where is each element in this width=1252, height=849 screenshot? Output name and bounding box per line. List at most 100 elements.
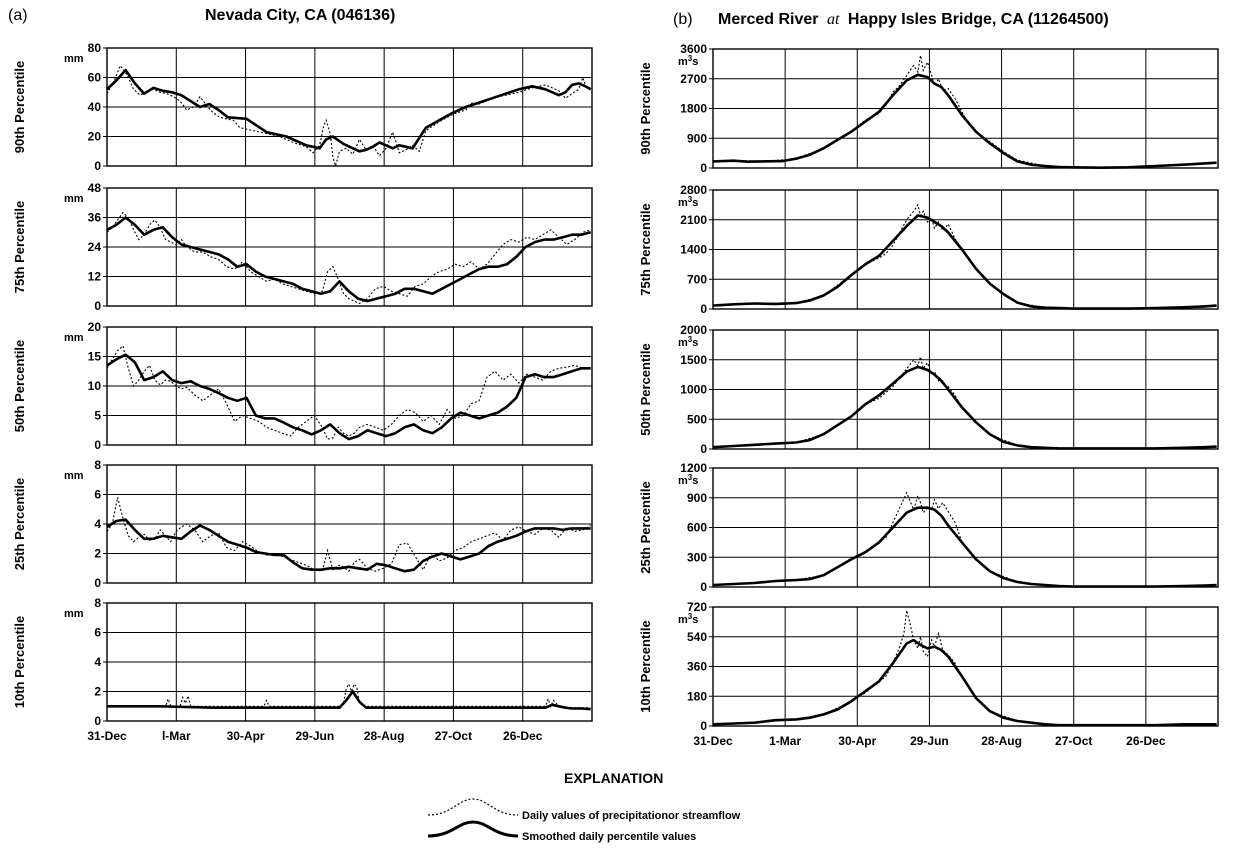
ytick-label: 0 bbox=[700, 442, 707, 456]
ytick-label: 900 bbox=[687, 131, 707, 145]
ytick-label: 6 bbox=[94, 626, 101, 640]
series-daily-values bbox=[106, 497, 591, 573]
panel-b-title-part2: Happy Isles Bridge, CA (11264500) bbox=[848, 11, 1109, 28]
subplot-frame bbox=[712, 189, 1219, 310]
ylabel: 90th Percentile bbox=[638, 62, 653, 155]
series-smoothed bbox=[712, 365, 1217, 450]
ytick-label: 15 bbox=[88, 350, 102, 364]
ylabel: 50th Percentile bbox=[638, 343, 653, 436]
subplot-frame bbox=[106, 187, 593, 307]
panel-b-label: (b) bbox=[673, 11, 693, 28]
ytick-label: 0 bbox=[94, 438, 101, 452]
ytick-label: 720 bbox=[687, 600, 707, 614]
unit-label: m3s bbox=[678, 473, 698, 487]
ytick-label: 0 bbox=[94, 714, 101, 728]
ytick-label: 8 bbox=[94, 458, 101, 472]
ytick-label: 1800 bbox=[680, 102, 707, 116]
ylabel: 25th Percentile bbox=[12, 478, 27, 571]
ytick-label: 2 bbox=[94, 547, 101, 561]
xtick-label: 27-Oct bbox=[435, 729, 472, 743]
ytick-label: 900 bbox=[687, 491, 707, 505]
panel-a-title: Nevada City, CA (046136) bbox=[205, 7, 395, 24]
ylabel: 75th Percentile bbox=[638, 203, 653, 296]
ytick-label: 1000 bbox=[680, 383, 707, 397]
legend-dotted-swatch bbox=[427, 798, 519, 816]
ytick-label: 4 bbox=[94, 655, 101, 669]
legend-dotted-label: Daily values of precipitationor streamfl… bbox=[522, 810, 741, 822]
ytick-label: 2100 bbox=[680, 213, 707, 227]
series-smoothed bbox=[107, 690, 591, 711]
ytick-label: 300 bbox=[687, 550, 707, 564]
panel-a-label: (a) bbox=[8, 7, 28, 24]
subplot-frame bbox=[712, 329, 1219, 450]
ytick-label: 24 bbox=[88, 240, 102, 254]
unit-label: m3s bbox=[678, 612, 698, 626]
xtick-label: 26-Dec bbox=[1126, 734, 1166, 748]
xtick-label: 30-Apr bbox=[227, 729, 265, 743]
xtick-label: 28-Aug bbox=[364, 729, 405, 743]
panel-b-title: Merced River at Happy Isles Bridge, CA (… bbox=[718, 11, 1109, 28]
xtick-label: 27-Oct bbox=[1055, 734, 1092, 748]
ytick-label: 10 bbox=[88, 379, 102, 393]
ytick-label: 0 bbox=[94, 576, 101, 590]
ytick-label: 8 bbox=[94, 596, 101, 610]
ytick-label: 2800 bbox=[680, 183, 707, 197]
ytick-label: 2 bbox=[94, 685, 101, 699]
series-daily-values bbox=[106, 211, 591, 305]
ytick-label: 6 bbox=[94, 488, 101, 502]
subplot-frame bbox=[106, 464, 593, 584]
ytick-label: 60 bbox=[88, 71, 102, 85]
ytick-label: 0 bbox=[94, 299, 101, 313]
series-daily-values bbox=[712, 491, 1217, 588]
series-smoothed bbox=[106, 68, 592, 153]
unit-label: m3s bbox=[678, 54, 698, 68]
ytick-label: 20 bbox=[88, 320, 102, 334]
ylabel: 10th Percentile bbox=[12, 616, 27, 709]
ytick-label: 40 bbox=[88, 100, 102, 114]
ytick-label: 2000 bbox=[680, 323, 707, 337]
panel-b-title-part1: Merced River bbox=[718, 11, 819, 28]
series-daily-values bbox=[107, 682, 591, 709]
subplot-2: 0 12 24 36 48 mm 75th Percentile bbox=[12, 181, 593, 313]
ytick-label: 540 bbox=[687, 630, 707, 644]
subplot-frame bbox=[106, 47, 593, 167]
series-smoothed bbox=[106, 353, 591, 441]
ytick-label: 3600 bbox=[680, 42, 707, 56]
xtick-label: 29-Jun bbox=[910, 734, 949, 748]
unit-label: mm bbox=[64, 608, 84, 620]
ytick-label: 180 bbox=[687, 689, 707, 703]
subplot-3: 0 5 10 15 20 mm 50th Percentile bbox=[12, 320, 593, 452]
xtick-label: 29-Jun bbox=[296, 729, 335, 743]
xtick-label: 26-Dec bbox=[503, 729, 543, 743]
ylabel: 10th Percentile bbox=[638, 620, 653, 713]
ytick-label: 2700 bbox=[680, 72, 707, 86]
ytick-label: 0 bbox=[700, 580, 707, 594]
explanation-title: EXPLANATION bbox=[564, 770, 663, 786]
series-smoothed bbox=[106, 216, 592, 303]
series-smoothed bbox=[712, 214, 1217, 310]
series-smoothed bbox=[106, 518, 591, 573]
ytick-label: 0 bbox=[94, 159, 101, 173]
ytick-label: 0 bbox=[700, 161, 707, 175]
series-smoothed bbox=[712, 638, 1217, 727]
ytick-label: 600 bbox=[687, 521, 707, 535]
xtick-label: 1-Mar bbox=[769, 734, 801, 748]
subplot-1: 0 20 40 60 80 mm 90th Percentile bbox=[12, 41, 593, 173]
legend-solid-label: Smoothed daily percentile values bbox=[522, 831, 696, 843]
ytick-label: 0 bbox=[700, 719, 707, 733]
ytick-label: 36 bbox=[88, 211, 102, 225]
series-daily-values bbox=[106, 64, 592, 169]
ylabel: 50th Percentile bbox=[12, 340, 27, 433]
ytick-label: 1500 bbox=[680, 353, 707, 367]
xtick-label: 31-Dec bbox=[87, 729, 127, 743]
ytick-label: 500 bbox=[687, 412, 707, 426]
unit-label: m3s bbox=[678, 195, 698, 209]
